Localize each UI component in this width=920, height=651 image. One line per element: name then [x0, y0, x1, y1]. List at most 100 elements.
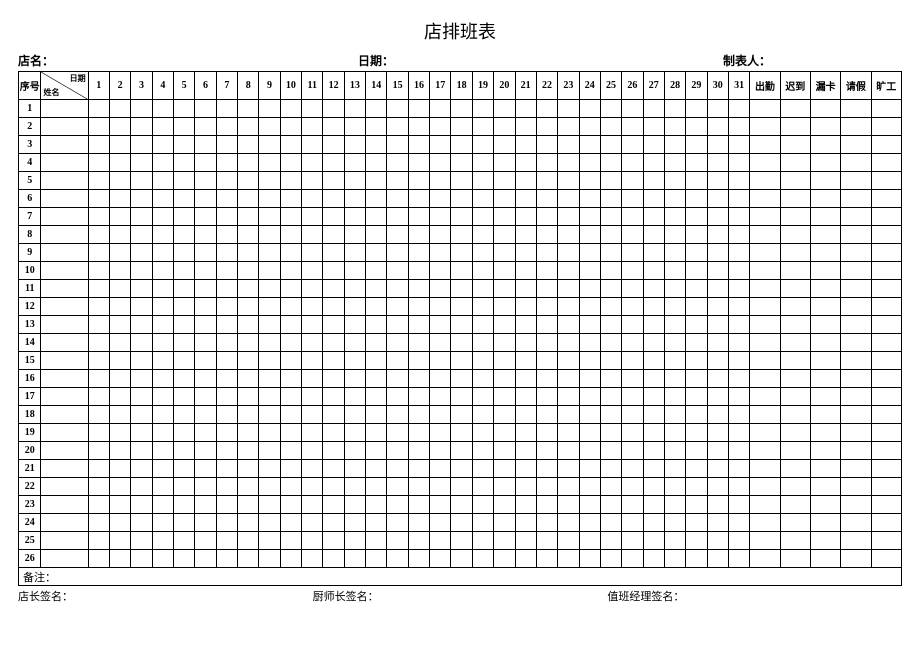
cell-summary — [750, 514, 780, 532]
cell-day — [408, 406, 429, 424]
cell-day — [109, 172, 130, 190]
col-day-18: 18 — [451, 72, 472, 100]
cell-day — [366, 100, 387, 118]
cell-day — [430, 442, 451, 460]
cell-day — [472, 424, 493, 442]
cell-day — [558, 352, 579, 370]
cell-day — [451, 262, 472, 280]
cell-day — [494, 154, 515, 172]
cell-summary — [780, 442, 810, 460]
cell-day — [600, 406, 621, 424]
cell-day — [536, 550, 557, 568]
cell-day — [451, 208, 472, 226]
cell-day — [558, 298, 579, 316]
cell-day — [280, 190, 301, 208]
cell-day — [323, 460, 344, 478]
cell-day — [152, 406, 173, 424]
cell-day — [238, 370, 259, 388]
cell-day — [344, 406, 365, 424]
cell-day — [579, 514, 600, 532]
cell-name — [41, 190, 88, 208]
cell-day — [728, 550, 749, 568]
cell-day — [600, 352, 621, 370]
cell-day — [515, 406, 536, 424]
cell-day — [600, 478, 621, 496]
cell-day — [280, 514, 301, 532]
cell-day — [472, 478, 493, 496]
cell-day — [408, 388, 429, 406]
cell-day — [643, 478, 664, 496]
cell-day — [174, 190, 195, 208]
cell-summary — [750, 334, 780, 352]
cell-day — [88, 442, 109, 460]
cell-day — [152, 352, 173, 370]
cell-day — [88, 478, 109, 496]
col-day-26: 26 — [622, 72, 643, 100]
cell-day — [558, 136, 579, 154]
cell-summary — [780, 280, 810, 298]
cell-summary — [780, 208, 810, 226]
table-row: 19 — [19, 424, 902, 442]
cell-day — [664, 442, 685, 460]
cell-day — [131, 244, 152, 262]
cell-name — [41, 550, 88, 568]
cell-day — [707, 316, 728, 334]
cell-day — [536, 190, 557, 208]
cell-day — [195, 334, 216, 352]
cell-day — [600, 370, 621, 388]
cell-day — [643, 334, 664, 352]
cell-day — [536, 388, 557, 406]
cell-day — [174, 478, 195, 496]
cell-day — [494, 118, 515, 136]
cell-day — [408, 478, 429, 496]
cell-day — [152, 262, 173, 280]
cell-day — [536, 136, 557, 154]
cell-day — [472, 100, 493, 118]
cell-day — [686, 424, 707, 442]
cell-day — [216, 514, 237, 532]
cell-day — [387, 352, 408, 370]
cell-day — [366, 226, 387, 244]
cell-day — [152, 208, 173, 226]
cell-day — [88, 514, 109, 532]
cell-day — [152, 514, 173, 532]
cell-day — [664, 172, 685, 190]
cell-day — [280, 118, 301, 136]
date-label: 日期： — [358, 52, 723, 69]
cell-day — [195, 388, 216, 406]
cell-summary — [750, 388, 780, 406]
cell-day — [558, 496, 579, 514]
cell-day — [88, 496, 109, 514]
cell-day — [494, 514, 515, 532]
cell-day — [536, 442, 557, 460]
cell-day — [259, 352, 280, 370]
cell-day — [109, 316, 130, 334]
cell-day — [686, 460, 707, 478]
cell-day — [515, 334, 536, 352]
cell-day — [686, 226, 707, 244]
cell-day — [430, 460, 451, 478]
cell-day — [323, 550, 344, 568]
cell-day — [451, 514, 472, 532]
cell-day — [216, 226, 237, 244]
cell-day — [280, 244, 301, 262]
cell-day — [686, 298, 707, 316]
cell-day — [366, 190, 387, 208]
cell-day — [238, 496, 259, 514]
cell-day — [152, 442, 173, 460]
cell-summary — [780, 496, 810, 514]
cell-day — [515, 280, 536, 298]
cell-day — [472, 514, 493, 532]
cell-day — [152, 280, 173, 298]
cell-day — [430, 208, 451, 226]
cell-day — [536, 154, 557, 172]
cell-day — [131, 280, 152, 298]
col-day-8: 8 — [238, 72, 259, 100]
cell-day — [515, 100, 536, 118]
cell-day — [152, 424, 173, 442]
col-summary-3: 请假 — [841, 72, 871, 100]
cell-day — [152, 496, 173, 514]
cell-day — [579, 388, 600, 406]
col-day-19: 19 — [472, 72, 493, 100]
cell-day — [451, 352, 472, 370]
